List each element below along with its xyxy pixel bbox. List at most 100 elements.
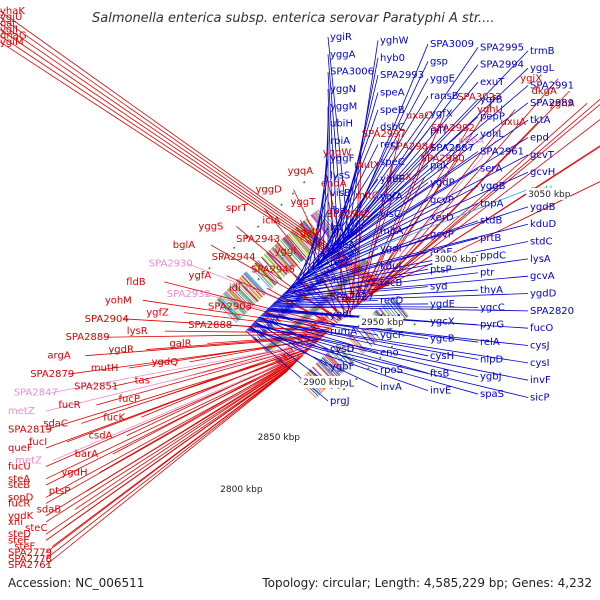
cog-band-inner [387,300,404,321]
gene-label: SPA2779 [8,548,52,559]
label-connector [327,88,334,252]
label-connector [277,282,379,300]
cog-band [266,251,288,275]
minus-strand-gene [308,281,318,291]
minus-strand-gene [314,276,323,286]
gene-label: fba [330,205,346,216]
label-connector [164,330,327,334]
cog-band [276,243,297,267]
gene-label: ygfZ [146,308,169,319]
minus-strand-gene [324,265,334,277]
gene-label: yggW [323,148,352,159]
minus-strand-gene [292,298,301,306]
cog-band-inner [391,297,408,318]
gene-label: sprT [226,203,249,214]
label-connector [346,43,429,241]
label-connector [329,99,479,254]
gene-label: recB [380,278,403,289]
gene-label: fldB [126,277,146,288]
gene-label: yggL [530,63,555,74]
cog-band [277,242,299,266]
gene-label: eno [380,347,399,358]
gene-label: SPA2903 [208,301,252,312]
label-connector [328,102,529,255]
cog-band [297,225,318,249]
gene-label: yggD [255,185,282,196]
gene-label: metZ [8,406,35,417]
gene-label: endA [321,178,347,189]
gene-label: yggM [330,101,357,112]
kbp-tick-bg [255,431,300,443]
label-connector [45,362,296,517]
label-connector [304,185,479,276]
label-connector [45,369,289,560]
cog-band-inner [319,359,338,379]
label-connector [287,244,329,290]
label-connector [45,363,295,523]
minus-strand-gene [324,269,332,279]
kbp-tick-bg [301,376,346,388]
gene-label: ygdD [530,289,557,300]
cog-band [237,278,260,301]
cog-band [288,233,309,257]
gene-label: SPA2992 [431,123,475,134]
minus-strand-gene [261,321,273,333]
cog-band [312,212,333,237]
label-connector [315,147,429,266]
gene-label: SPA2778 [8,554,52,565]
gene-label: spaS [480,389,504,400]
label-connector [276,286,429,301]
gene-label: kduI [380,261,401,272]
minus-strand-gene [292,295,302,305]
cog-band [245,271,267,294]
label-connector [309,168,479,271]
gene-label: dnaG [0,31,27,42]
gene-label: ftsB [430,368,449,379]
cog-band [227,288,250,311]
cog-band [252,264,274,288]
gene-label: pepP [480,112,505,123]
gene-label: oat [0,18,16,29]
label-connector [272,300,379,305]
gene-label: fucO [530,323,553,334]
cog-band [234,281,257,304]
label-connector [99,355,303,474]
minus-strand-gene [267,314,279,326]
gene-label: steC [25,523,47,534]
label-connector [273,296,329,304]
gene-label: queF [8,443,33,454]
cog-band [275,244,296,268]
minus-strand-gene [343,249,353,261]
label-connector [271,303,429,306]
cog-band [263,254,285,278]
gene-label: ygcC [480,302,505,313]
minus-strand-gene [353,243,362,255]
gene-label: tas [135,375,150,386]
label-connector [255,320,529,364]
gene-label: trmB [530,46,555,57]
cog-band [231,284,254,307]
label-connector [0,16,384,286]
cog-band [217,298,240,321]
kbp-tick-bg [218,483,263,495]
plus-strand-gene [316,315,327,328]
gene-label: yqeA [330,240,355,251]
gene-label: lysR [127,326,148,337]
gene-label: ygcX [430,316,455,327]
gene-label: nlpD [480,354,503,365]
cog-band [219,296,242,319]
gene-label: fucP [119,394,140,405]
gene-label: SPA2994 [480,60,524,71]
label-connector [45,370,288,566]
plus-strand-gene [328,304,339,315]
gene-label: exuT [480,77,505,88]
gene-label: rumA [330,327,357,338]
gene-label: hyb0 [380,53,405,64]
gene-label: prtB [480,233,501,244]
gene-label: sicP [530,393,550,404]
kbp-tick-bg [432,253,477,265]
gene-label: tktA [530,115,551,126]
gene-label: tnpA [480,198,504,209]
label-connector [327,71,339,247]
